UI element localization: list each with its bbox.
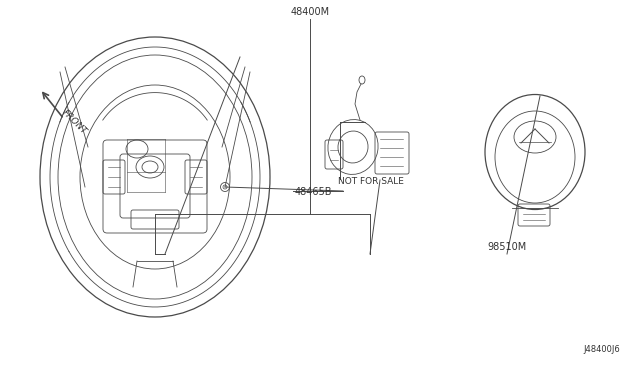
Text: NOT FOR SALE: NOT FOR SALE xyxy=(338,177,404,186)
Text: 48465B: 48465B xyxy=(295,187,333,197)
Text: J48400J6: J48400J6 xyxy=(583,345,620,354)
Text: FRONT: FRONT xyxy=(60,108,88,136)
Text: 98510M: 98510M xyxy=(487,242,526,252)
Text: 48400M: 48400M xyxy=(291,7,330,17)
